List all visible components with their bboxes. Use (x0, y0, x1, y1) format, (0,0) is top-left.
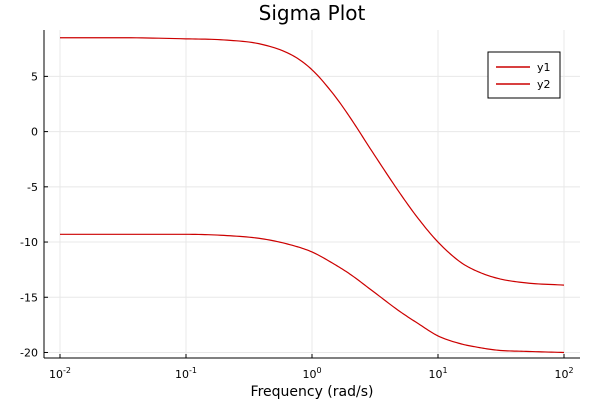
y-tick-label-1: 0 (31, 126, 38, 139)
y-tick-label-0: 5 (31, 70, 38, 83)
y-tick-label-4: -15 (20, 291, 38, 304)
series-layer (60, 37, 565, 354)
legend-label-y2: y2 (537, 78, 551, 91)
axis-layer (43, 30, 580, 359)
grid-layer (44, 30, 580, 358)
y-tick-label-3: -10 (20, 236, 38, 249)
series-line-y1 (60, 37, 565, 286)
x-axis-label: Frequency (rad/s) (251, 384, 374, 400)
legend: y1 y2 (487, 51, 561, 99)
x-tick-label-1: 10-1 (175, 366, 197, 381)
x-tick-label-2: 100 (302, 366, 321, 381)
legend-label-y1: y1 (537, 61, 551, 74)
chart-title: Sigma Plot (259, 1, 366, 25)
y-tick-label-5: -20 (20, 346, 38, 359)
series-line-y2 (60, 233, 565, 354)
x-tick-label-3: 101 (428, 366, 447, 381)
x-tick-label-0: 10-2 (49, 366, 71, 381)
x-tick-label-4: 102 (554, 366, 573, 381)
legend-box (487, 51, 561, 99)
y-tick-label-2: -5 (27, 181, 38, 194)
tick-labels-layer: 10-2 10-1 100 101 102 5 0 -5 -10 -15 -20 (20, 70, 574, 381)
